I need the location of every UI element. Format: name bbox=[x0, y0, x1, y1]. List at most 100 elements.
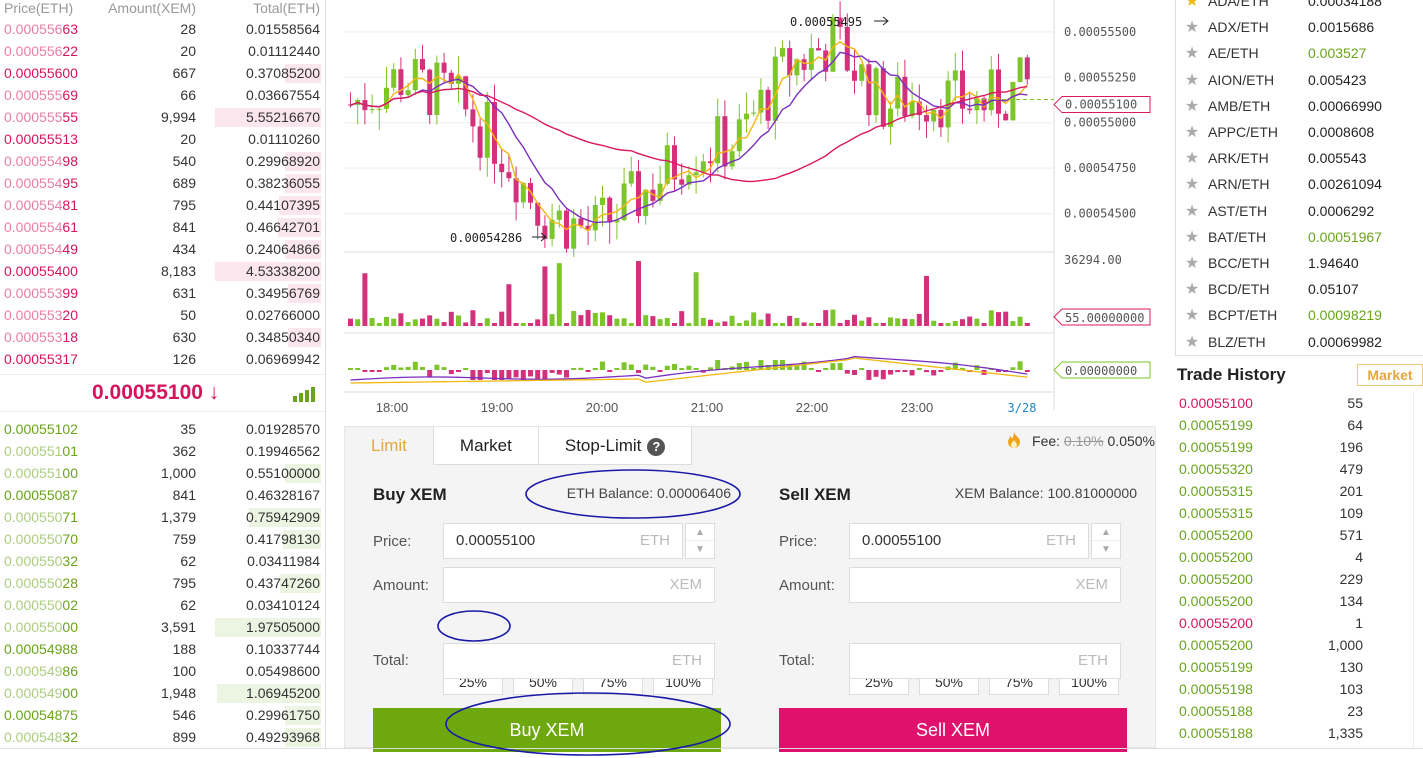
bid-row[interactable]: 0.00055071 1,379 0.75942909 bbox=[0, 506, 325, 528]
market-row[interactable]: ★ BAT/ETH 0.00051967 bbox=[1176, 224, 1423, 250]
ask-row[interactable]: 0.00055495 689 0.38236055 bbox=[0, 172, 325, 194]
volume-bar bbox=[520, 323, 526, 326]
ask-row[interactable]: 0.00055320 50 0.02766000 bbox=[0, 304, 325, 326]
trade-price: 0.00055198 bbox=[1179, 681, 1253, 697]
star-icon[interactable]: ★ bbox=[1184, 45, 1200, 63]
market-row[interactable]: ★ AION/ETH 0.005423 bbox=[1176, 67, 1423, 93]
ask-row[interactable]: 0.00055622 20 0.01112440 bbox=[0, 40, 325, 62]
ask-row[interactable]: 0.00055569 66 0.03667554 bbox=[0, 84, 325, 106]
bid-row[interactable]: 0.00055100 1,000 0.55100000 bbox=[0, 462, 325, 484]
tab-limit[interactable]: Limit bbox=[345, 427, 434, 465]
star-icon[interactable]: ★ bbox=[1184, 97, 1200, 115]
sell-amount-input[interactable]: XEM bbox=[849, 567, 1121, 603]
bid-row[interactable]: 0.00054900 1,948 1.06945200 bbox=[0, 682, 325, 704]
buy-xem-button[interactable]: Buy XEM bbox=[373, 708, 721, 752]
sell-amount-unit: XEM bbox=[1075, 576, 1108, 593]
star-icon[interactable]: ★ bbox=[1184, 71, 1200, 89]
ask-price-main: 0.00055317 bbox=[4, 351, 78, 367]
market-row[interactable]: ★ ARN/ETH 0.00261094 bbox=[1176, 171, 1423, 197]
chart-canvas[interactable]: 0.00055500 0.00055250 0.00055000 0.00054750… bbox=[344, 0, 1156, 420]
candle-body bbox=[672, 145, 677, 180]
sell-price-stepper[interactable]: ▲ ▼ bbox=[1091, 523, 1121, 559]
ask-row[interactable]: 0.00055317 126 0.06969942 bbox=[0, 348, 325, 370]
ask-row[interactable]: 0.00055513 20 0.01110260 bbox=[0, 128, 325, 150]
ask-row[interactable]: 0.00055461 841 0.46642701 bbox=[0, 216, 325, 238]
bid-row[interactable]: 0.00055101 362 0.19946562 bbox=[0, 440, 325, 462]
bid-row[interactable]: 0.00055032 62 0.03411984 bbox=[0, 550, 325, 572]
help-icon[interactable]: ? bbox=[647, 438, 666, 456]
market-row[interactable]: ★ AE/ETH 0.003527 bbox=[1176, 40, 1423, 66]
ask-row[interactable]: 0.00055555 9,994 5.55216670 bbox=[0, 106, 325, 128]
bid-amount: 546 bbox=[172, 707, 196, 723]
tab-market[interactable]: Market bbox=[433, 427, 539, 465]
bid-row[interactable]: 0.00054986 100 0.05498600 bbox=[0, 660, 325, 682]
market-row[interactable]: ★ ADA/ETH 0.00034188 bbox=[1176, 0, 1423, 14]
star-icon[interactable]: ★ bbox=[1184, 254, 1200, 272]
ask-price: 0.00055449 bbox=[0, 238, 100, 260]
chevron-up-icon[interactable]: ▲ bbox=[1092, 524, 1120, 541]
chevron-up-icon[interactable]: ▲ bbox=[686, 524, 714, 541]
macd-bar bbox=[391, 364, 397, 370]
bid-row[interactable]: 0.00055087 841 0.46328167 bbox=[0, 484, 325, 506]
buy-amount-input[interactable]: XEM bbox=[443, 567, 715, 603]
bid-row[interactable]: 0.00054832 899 0.49293968 bbox=[0, 726, 325, 748]
ask-row[interactable]: 0.00055663 28 0.01558564 bbox=[0, 18, 325, 40]
ask-row[interactable]: 0.00055318 630 0.34850340 bbox=[0, 326, 325, 348]
star-icon[interactable]: ★ bbox=[1184, 307, 1200, 325]
buy-price-stepper[interactable]: ▲ ▼ bbox=[685, 523, 715, 559]
market-row[interactable]: ★ BCC/ETH 1.94640 bbox=[1176, 250, 1423, 276]
ask-row[interactable]: 0.00055498 540 0.29968920 bbox=[0, 150, 325, 172]
sell-xem-button[interactable]: Sell XEM bbox=[779, 708, 1127, 752]
market-row[interactable]: ★ BCD/ETH 0.05107 bbox=[1176, 276, 1423, 302]
ask-amount: 841 bbox=[172, 219, 196, 235]
volume-bar bbox=[348, 318, 353, 326]
trade-history-scrollbar[interactable] bbox=[1413, 392, 1423, 748]
volume-bar bbox=[564, 323, 569, 326]
bid-row[interactable]: 0.00055002 62 0.03410124 bbox=[0, 594, 325, 616]
candle-body bbox=[924, 115, 929, 122]
buy-total-input[interactable]: ETH bbox=[443, 643, 715, 679]
star-icon[interactable]: ★ bbox=[1184, 228, 1200, 246]
ask-row[interactable]: 0.00055449 434 0.24064866 bbox=[0, 238, 325, 260]
star-icon[interactable]: ★ bbox=[1184, 281, 1200, 299]
trade-price: 0.00055320 bbox=[1179, 461, 1253, 477]
sell-price-input[interactable]: 0.00055100 ETH bbox=[849, 523, 1089, 559]
star-icon[interactable]: ★ bbox=[1184, 333, 1200, 351]
market-row[interactable]: ★ BLZ/ETH 0.00069982 bbox=[1176, 328, 1423, 354]
ask-price: 0.00055399 bbox=[0, 282, 100, 304]
buy-price-input[interactable]: 0.00055100 ETH bbox=[443, 523, 683, 559]
ask-row[interactable]: 0.00055400 8,183 4.53338200 bbox=[0, 260, 325, 282]
bid-row[interactable]: 0.00055070 759 0.41798130 bbox=[0, 528, 325, 550]
ask-row[interactable]: 0.00055600 667 0.37085200 bbox=[0, 62, 325, 84]
tab-stop-limit[interactable]: Stop-Limit? bbox=[538, 427, 693, 465]
star-icon[interactable]: ★ bbox=[1184, 176, 1200, 194]
market-row[interactable]: ★ APPC/ETH 0.0008608 bbox=[1176, 119, 1423, 145]
market-trades-button[interactable]: Market bbox=[1357, 364, 1423, 386]
star-icon[interactable]: ★ bbox=[1184, 19, 1200, 37]
bid-row[interactable]: 0.00054988 188 0.10337744 bbox=[0, 638, 325, 660]
star-icon[interactable]: ★ bbox=[1184, 124, 1200, 142]
market-row[interactable]: ★ AMB/ETH 0.00066990 bbox=[1176, 93, 1423, 119]
market-row[interactable]: ★ ARK/ETH 0.005543 bbox=[1176, 145, 1423, 171]
market-row[interactable]: ★ ADX/ETH 0.0015686 bbox=[1176, 14, 1423, 40]
star-icon[interactable]: ★ bbox=[1184, 150, 1200, 168]
ask-row[interactable]: 0.00055399 631 0.34956769 bbox=[0, 282, 325, 304]
chevron-down-icon[interactable]: ▼ bbox=[695, 544, 705, 555]
market-row[interactable]: ★ BCPT/ETH 0.00098219 bbox=[1176, 302, 1423, 328]
ask-total: 0.34850340 bbox=[246, 329, 320, 345]
bid-row[interactable]: 0.00055000 3,591 1.97505000 bbox=[0, 616, 325, 638]
star-icon[interactable]: ★ bbox=[1184, 0, 1200, 11]
bid-row[interactable]: 0.00055102 35 0.01928570 bbox=[0, 418, 325, 440]
market-row[interactable]: ★ AST/ETH 0.0006292 bbox=[1176, 198, 1423, 224]
candle-body bbox=[1024, 57, 1030, 80]
star-icon[interactable]: ★ bbox=[1184, 202, 1200, 220]
sell-total-input[interactable]: ETH bbox=[849, 643, 1121, 679]
bid-row[interactable]: 0.00055028 795 0.43747260 bbox=[0, 572, 325, 594]
bid-row[interactable]: 0.00054875 546 0.29961750 bbox=[0, 704, 325, 726]
price-chart[interactable]: 0.00055500 0.00055250 0.00055000 0.00054750… bbox=[344, 0, 1156, 420]
ask-row[interactable]: 0.00055481 795 0.44107395 bbox=[0, 194, 325, 216]
chevron-down-icon[interactable]: ▼ bbox=[1101, 544, 1111, 555]
depth-bar bbox=[215, 618, 321, 637]
ask-price-main: 0.000553 bbox=[4, 285, 63, 301]
ask-amount: 20 bbox=[180, 43, 196, 59]
